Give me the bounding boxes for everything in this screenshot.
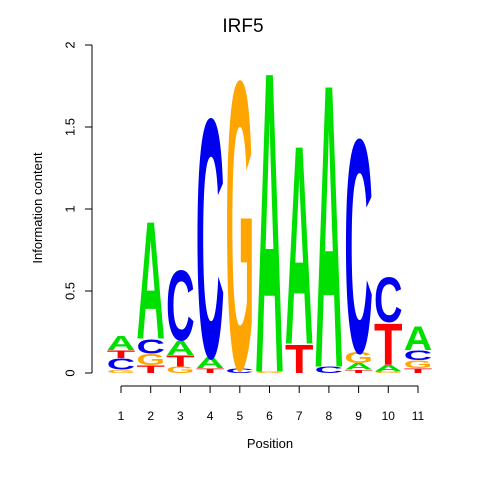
letter-glyph: C <box>344 77 372 418</box>
logo-letter-T: T <box>166 352 194 370</box>
letter-glyph: T <box>196 367 224 375</box>
y-axis-label: Information content <box>30 152 45 264</box>
x-axis-label: Position <box>247 436 293 451</box>
logo-letter-T: T <box>404 367 432 375</box>
logo-letter-G: G <box>136 350 165 368</box>
logo-letter-G: G <box>166 365 194 375</box>
letter-glyph: A <box>285 87 313 405</box>
logo-letter-A: A <box>196 354 224 371</box>
letter-glyph: C <box>166 251 194 363</box>
x-tick-label: 4 <box>207 409 214 423</box>
y-tick-label: 0.5 <box>62 282 77 300</box>
logo-letter-C: C <box>107 356 135 373</box>
x-tick-label: 11 <box>412 409 425 423</box>
letter-glyph: C <box>404 348 433 363</box>
letter-glyph: G <box>226 0 254 457</box>
logo-letter-G: G <box>344 348 373 366</box>
letter-glyph: A <box>107 332 136 355</box>
x-tick-label: 2 <box>147 409 154 423</box>
logo-letter-C: C <box>166 251 194 363</box>
logo-letter-T: T <box>285 337 314 383</box>
logo-letter-C: C <box>136 335 165 358</box>
x-axis: 1 2 3 4 5 6 7 8 9 10 11 <box>118 385 425 423</box>
letter-glyph: C <box>107 356 135 373</box>
logo-letter-T: T <box>136 363 165 376</box>
letter-glyph: C <box>315 365 344 375</box>
letter-glyph: T <box>166 352 194 370</box>
y-tick-label: 0 <box>62 369 77 376</box>
x-tick-label: 6 <box>266 409 273 423</box>
logo-letter-G: G <box>226 0 254 457</box>
y-axis: 0 0.5 1 1.5 2 <box>62 41 93 377</box>
x-tick-label: 5 <box>236 409 243 423</box>
letter-glyph: G <box>344 348 373 366</box>
logo-letter-G: G <box>107 369 135 374</box>
x-tick-label: 9 <box>355 409 362 423</box>
x-tick-label: 1 <box>118 409 125 423</box>
logo-letter-A: A <box>374 363 403 373</box>
x-tick-label: 3 <box>177 409 184 423</box>
x-tick-label: 7 <box>296 409 303 423</box>
letter-glyph: G <box>404 358 432 371</box>
logo-letter-A: A <box>404 319 433 357</box>
letter-glyph: A <box>374 363 403 373</box>
letter-glyph: C <box>196 48 224 430</box>
logo-letter-A: A <box>107 332 136 355</box>
letter-glyph: A <box>344 362 373 372</box>
letter-glyph: C <box>226 367 255 375</box>
logo-letter-A: A <box>285 87 313 405</box>
logo-letter-C: C <box>226 367 255 375</box>
logo-letter-A: A <box>344 362 373 372</box>
logo-letter-C: C <box>196 48 224 430</box>
logo-letter-G: G <box>374 371 402 373</box>
logo-letter-A: A <box>136 186 164 375</box>
logo-letter-T: T <box>344 369 372 374</box>
letter-glyph: T <box>136 363 165 376</box>
letter-glyph: T <box>404 367 432 375</box>
logo-letter-A: A <box>255 0 284 463</box>
logo-letter-C: C <box>404 348 433 363</box>
letter-glyph: T <box>107 348 136 361</box>
letter-glyph: T <box>374 313 402 379</box>
logo-letter-G: G <box>404 358 432 371</box>
letter-glyph: A <box>166 337 195 360</box>
letter-glyph: A <box>136 186 164 375</box>
letter-glyph: A <box>255 0 284 463</box>
logo-letter-G: G <box>255 371 283 373</box>
letter-glyph: G <box>136 350 165 368</box>
letter-glyph: T <box>344 369 372 374</box>
x-tick-label: 10 <box>382 409 396 423</box>
chart-title: IRF5 <box>222 16 263 37</box>
logo-letter-A: A <box>166 337 195 360</box>
y-tick-label: 1.5 <box>62 118 77 136</box>
letter-glyph: G <box>107 369 135 374</box>
letter-glyph: C <box>374 266 402 337</box>
letter-glyph: G <box>255 371 283 373</box>
letter-glyph: G <box>374 371 402 373</box>
logo-letter-C: C <box>344 77 372 418</box>
logo-letter-T: T <box>196 367 224 375</box>
logo-letter-C: C <box>374 266 402 337</box>
letter-glyph: A <box>404 319 433 357</box>
letter-glyph: A <box>196 354 224 371</box>
logo-letter-T: T <box>374 313 402 379</box>
letter-glyph: T <box>285 337 314 383</box>
x-tick-label: 8 <box>326 409 333 423</box>
letter-glyph: A <box>315 0 343 453</box>
letter-glyph: G <box>166 365 194 375</box>
letter-glyph: C <box>136 335 165 358</box>
logo-letter-T: T <box>107 348 136 361</box>
y-tick-label: 2 <box>62 41 77 48</box>
logo-letter-A: A <box>315 0 343 453</box>
logo-letter-C: C <box>315 365 344 375</box>
y-tick-label: 1 <box>62 205 77 212</box>
